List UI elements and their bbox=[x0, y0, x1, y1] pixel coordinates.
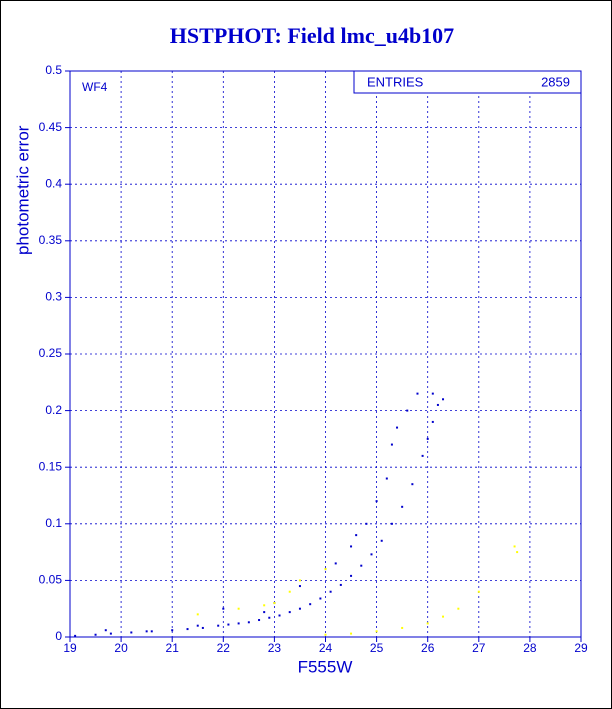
point bbox=[104, 629, 107, 632]
point bbox=[416, 392, 419, 395]
y-tick-label: 0.45 bbox=[39, 120, 63, 134]
point bbox=[350, 632, 353, 635]
point bbox=[150, 630, 153, 633]
x-axis-label: F555W bbox=[298, 657, 353, 676]
x-tick-label: 23 bbox=[268, 641, 282, 655]
point bbox=[411, 483, 414, 486]
point bbox=[421, 454, 424, 457]
point bbox=[288, 590, 291, 593]
point bbox=[390, 522, 393, 525]
point bbox=[436, 403, 439, 406]
point bbox=[442, 398, 445, 401]
y-axis-label: photometric error bbox=[13, 125, 32, 255]
point bbox=[370, 553, 373, 556]
point bbox=[324, 568, 327, 571]
point bbox=[222, 607, 225, 610]
y-tick-label: 0.5 bbox=[45, 63, 62, 77]
x-tick-label: 25 bbox=[370, 641, 384, 655]
point bbox=[109, 632, 112, 635]
y-tick-label: 0.25 bbox=[39, 346, 63, 360]
point bbox=[237, 607, 240, 610]
point bbox=[196, 624, 199, 627]
point bbox=[396, 426, 399, 429]
point bbox=[426, 622, 429, 625]
x-tick-label: 28 bbox=[523, 641, 537, 655]
point bbox=[365, 522, 368, 525]
point bbox=[258, 619, 261, 622]
y-tick-label: 0.05 bbox=[39, 573, 63, 587]
point bbox=[273, 602, 276, 605]
point bbox=[339, 583, 342, 586]
point bbox=[431, 392, 434, 395]
point bbox=[350, 545, 353, 548]
x-tick-label: 20 bbox=[114, 641, 128, 655]
point bbox=[145, 630, 148, 633]
point bbox=[355, 534, 358, 537]
x-tick-label: 21 bbox=[166, 641, 180, 655]
point bbox=[401, 505, 404, 508]
point bbox=[278, 614, 281, 617]
point bbox=[324, 633, 327, 636]
point bbox=[298, 579, 301, 582]
x-tick-label: 26 bbox=[421, 641, 435, 655]
point bbox=[442, 615, 445, 618]
point bbox=[288, 611, 291, 614]
chart-title: HSTPHOT: Field lmc_u4b107 bbox=[170, 23, 454, 48]
y-tick-label: 0.1 bbox=[45, 516, 62, 530]
y-tick-label: 0 bbox=[55, 629, 62, 643]
point bbox=[334, 562, 337, 565]
point bbox=[263, 604, 266, 607]
point bbox=[94, 633, 97, 636]
x-tick-label: 29 bbox=[574, 641, 588, 655]
point bbox=[390, 443, 393, 446]
y-tick-label: 0.4 bbox=[45, 176, 62, 190]
point bbox=[360, 564, 363, 567]
point bbox=[350, 574, 353, 577]
point bbox=[385, 477, 388, 480]
point bbox=[513, 545, 516, 548]
stats-label: ENTRIES bbox=[367, 74, 424, 89]
point bbox=[268, 616, 271, 619]
y-tick-label: 0.2 bbox=[45, 403, 62, 417]
point bbox=[237, 622, 240, 625]
point bbox=[319, 597, 322, 600]
point bbox=[186, 628, 189, 631]
y-tick-label: 0.35 bbox=[39, 233, 63, 247]
point bbox=[375, 630, 378, 633]
point bbox=[477, 590, 480, 593]
point bbox=[431, 420, 434, 423]
point bbox=[74, 634, 77, 637]
point bbox=[298, 607, 301, 610]
point bbox=[201, 626, 204, 629]
point bbox=[426, 437, 429, 440]
point bbox=[130, 631, 133, 634]
point bbox=[247, 621, 250, 624]
point bbox=[217, 624, 220, 627]
point bbox=[298, 585, 301, 588]
stats-box bbox=[353, 70, 582, 94]
stats-value: 2859 bbox=[541, 74, 570, 89]
x-tick-label: 27 bbox=[472, 641, 486, 655]
y-tick-label: 0.15 bbox=[39, 459, 63, 473]
point bbox=[227, 623, 230, 626]
point bbox=[457, 607, 460, 610]
point bbox=[263, 611, 266, 614]
x-tick-label: 22 bbox=[217, 641, 231, 655]
point bbox=[380, 539, 383, 542]
point bbox=[516, 551, 519, 554]
point bbox=[171, 629, 174, 632]
y-tick-label: 0.3 bbox=[45, 290, 62, 304]
x-tick-label: 19 bbox=[63, 641, 77, 655]
point bbox=[196, 613, 199, 616]
annotation: WF4 bbox=[82, 80, 108, 94]
point bbox=[309, 603, 312, 606]
point bbox=[375, 500, 378, 503]
point bbox=[401, 626, 404, 629]
point bbox=[406, 409, 409, 412]
x-tick-label: 24 bbox=[319, 641, 333, 655]
point bbox=[329, 590, 332, 593]
